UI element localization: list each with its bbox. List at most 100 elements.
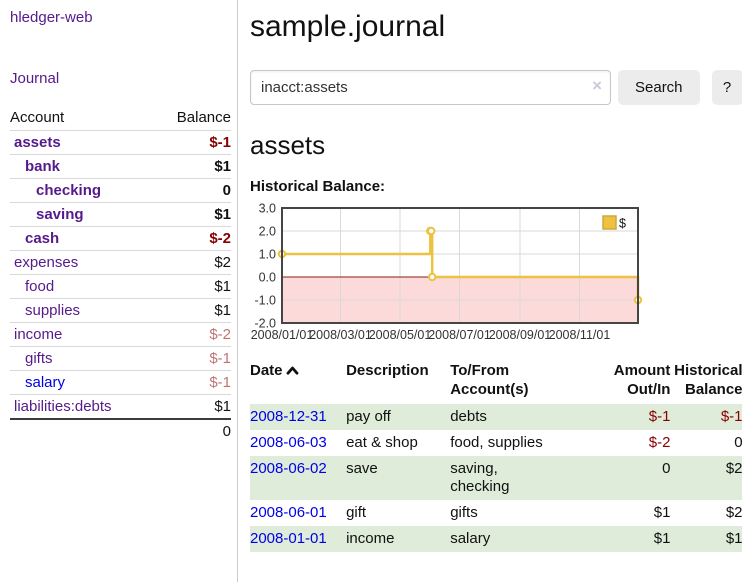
transaction-balance: $1 bbox=[725, 530, 742, 547]
account-row: income $-2 bbox=[10, 322, 231, 347]
register-row: 2008-06-01 gift gifts $1 $2 bbox=[250, 500, 742, 526]
register-row: 2008-06-03 eat & shop food, supplies $-2… bbox=[250, 430, 742, 456]
account-link-checking[interactable]: checking bbox=[36, 182, 102, 199]
account-link-saving[interactable]: saving bbox=[36, 206, 84, 223]
account-link-liabilities-debts[interactable]: liabilities:debts bbox=[14, 398, 112, 415]
account-row: gifts $-1 bbox=[10, 346, 231, 371]
search-input[interactable] bbox=[250, 70, 611, 105]
account-link-income[interactable]: income bbox=[14, 326, 63, 343]
svg-text:2008/11/01: 2008/11/01 bbox=[549, 328, 611, 342]
account-balance: $-1 bbox=[154, 130, 231, 155]
transaction-amount: 0 bbox=[662, 460, 671, 477]
account-balance: $1 bbox=[154, 202, 231, 227]
account-balance: 0 bbox=[154, 178, 231, 203]
transaction-accounts: salary bbox=[450, 530, 491, 547]
account-balance: $1 bbox=[154, 274, 231, 299]
svg-text:2008/07/01: 2008/07/01 bbox=[428, 328, 491, 342]
account-row: liabilities:debts $1 bbox=[10, 394, 231, 419]
account-row: supplies $1 bbox=[10, 298, 231, 323]
account-column-header: Account bbox=[10, 109, 65, 126]
register-row: 2008-12-31 pay off debts $-1 $-1 bbox=[250, 404, 742, 430]
transaction-amount: $-1 bbox=[648, 408, 671, 425]
svg-text:2008/03/01: 2008/03/01 bbox=[309, 328, 372, 342]
account-balance: $-2 bbox=[154, 322, 231, 347]
account-link-assets[interactable]: assets bbox=[14, 134, 61, 151]
account-balance: $1 bbox=[154, 298, 231, 323]
account-link-salary[interactable]: salary bbox=[25, 374, 66, 391]
search-form: × Search ? bbox=[250, 70, 742, 105]
accounts-total-row: 0 bbox=[10, 418, 231, 443]
transaction-description: income bbox=[346, 530, 395, 547]
account-page-title: assets bbox=[250, 130, 326, 160]
column-header-description: Description bbox=[346, 362, 429, 379]
transaction-amount: $1 bbox=[653, 504, 671, 521]
transaction-accounts: gifts bbox=[450, 504, 478, 521]
account-row: food $1 bbox=[10, 274, 231, 299]
register-row: 2008-01-01 income salary $1 $1 bbox=[250, 526, 742, 552]
account-row: assets $-1 bbox=[10, 130, 231, 155]
sort-ascending-icon bbox=[286, 366, 298, 375]
clear-search-icon[interactable]: × bbox=[592, 76, 602, 95]
svg-text:3.0: 3.0 bbox=[259, 202, 276, 216]
transaction-date-link[interactable]: 2008-06-02 bbox=[250, 460, 327, 477]
legend-swatch bbox=[602, 215, 617, 230]
accounts-total-value: 0 bbox=[154, 418, 231, 443]
transaction-description: save bbox=[346, 460, 378, 477]
svg-text:-1.0: -1.0 bbox=[254, 294, 276, 308]
account-row: saving $1 bbox=[10, 202, 231, 227]
legend-label: $ bbox=[619, 217, 626, 231]
svg-text:2008/09/01: 2008/09/01 bbox=[489, 328, 552, 342]
svg-text:1.0: 1.0 bbox=[259, 248, 276, 262]
transaction-balance: 0 bbox=[734, 434, 742, 451]
main-content: sample.journal × Search ? assets Histori… bbox=[238, 0, 742, 582]
transaction-description: eat & shop bbox=[346, 434, 418, 451]
transaction-date-link[interactable]: 2008-06-01 bbox=[250, 504, 327, 521]
help-button[interactable]: ? bbox=[711, 70, 742, 105]
column-header-amount: Amount Out/In bbox=[613, 362, 671, 398]
transaction-balance: $2 bbox=[725, 504, 742, 521]
transaction-accounts: food, supplies bbox=[450, 434, 543, 451]
svg-text:2008/01/01: 2008/01/01 bbox=[251, 328, 314, 342]
svg-text:2.0: 2.0 bbox=[259, 225, 276, 239]
brand-link[interactable]: hledger-web bbox=[10, 9, 93, 26]
account-link-gifts[interactable]: gifts bbox=[25, 350, 53, 367]
transaction-balance: $-1 bbox=[720, 408, 742, 425]
account-row: bank $1 bbox=[10, 154, 231, 179]
column-header-accounts: To/From Account(s) bbox=[450, 362, 529, 398]
svg-text:-2.0: -2.0 bbox=[254, 317, 276, 331]
account-link-cash[interactable]: cash bbox=[25, 230, 60, 247]
transaction-amount: $1 bbox=[653, 530, 671, 547]
transaction-balance: $2 bbox=[725, 460, 742, 477]
account-balance: $-1 bbox=[154, 370, 231, 395]
accounts-table: Account Balance assets $-1 bank $1 check… bbox=[10, 106, 231, 443]
sidebar-item-journal[interactable]: Journal bbox=[10, 70, 60, 87]
chart-frame bbox=[281, 207, 639, 324]
chart-title: Historical Balance: bbox=[250, 178, 386, 195]
account-link-supplies[interactable]: supplies bbox=[25, 302, 81, 319]
page-title: sample.journal bbox=[250, 10, 446, 43]
register-header-row: Date Description To/From Account(s) Amou… bbox=[250, 359, 742, 404]
account-row: checking 0 bbox=[10, 178, 231, 203]
account-link-bank[interactable]: bank bbox=[25, 158, 61, 175]
chart-legend: $ bbox=[602, 215, 626, 231]
register-row: 2008-06-02 save saving, checking 0 $2 bbox=[250, 456, 742, 500]
column-header-date[interactable]: Date bbox=[250, 359, 346, 404]
transaction-date-link[interactable]: 2008-12-31 bbox=[250, 408, 327, 425]
transaction-date-link[interactable]: 2008-06-03 bbox=[250, 434, 327, 451]
account-link-food[interactable]: food bbox=[25, 278, 55, 295]
chart-plot-area: 2008/01/012008/03/012008/05/012008/07/01… bbox=[251, 202, 643, 342]
sidebar: hledger-web Journal Account Balance asse… bbox=[0, 0, 238, 582]
register-table: Date Description To/From Account(s) Amou… bbox=[250, 359, 742, 552]
account-balance: $-2 bbox=[154, 226, 231, 251]
search-button[interactable]: Search bbox=[618, 70, 700, 105]
accounts-header-row: Account Balance bbox=[10, 106, 231, 131]
account-row: salary $-1 bbox=[10, 370, 231, 395]
transaction-date-link[interactable]: 2008-01-01 bbox=[250, 530, 327, 547]
account-balance: $1 bbox=[154, 394, 231, 419]
account-link-expenses[interactable]: expenses bbox=[14, 254, 79, 271]
account-balance: $-1 bbox=[154, 346, 231, 371]
transaction-amount: $-2 bbox=[648, 434, 671, 451]
account-row: expenses $2 bbox=[10, 250, 231, 275]
account-balance: $2 bbox=[154, 250, 231, 275]
